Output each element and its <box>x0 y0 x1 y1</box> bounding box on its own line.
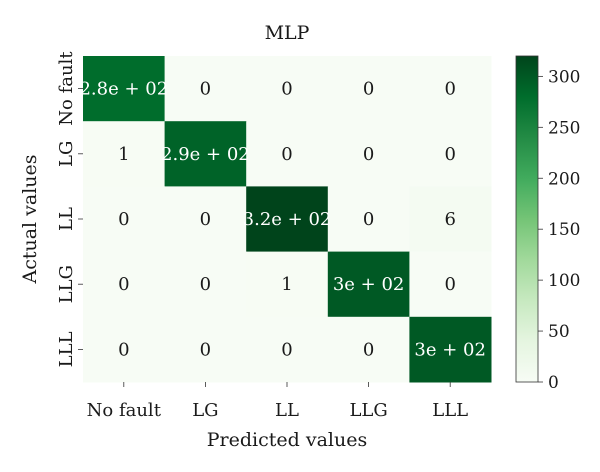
y-tick-label: LLL <box>56 331 77 367</box>
heatmap-cell <box>246 121 329 187</box>
cell-value-label: 0 <box>444 79 455 100</box>
heatmap-cell <box>327 56 410 122</box>
y-axis-ticks: No fault LG LL LLG LLL <box>56 51 83 367</box>
heatmap-cell <box>83 56 166 122</box>
colorbar-tick-label: 200 <box>548 169 580 189</box>
y-tick-label: No fault <box>56 51 77 126</box>
cell-value-label: 0 <box>363 339 374 360</box>
cell-value-label: 0 <box>200 274 211 295</box>
cell-value-label: 3.2e + 02 <box>243 209 332 230</box>
cell-value-label: 0 <box>200 209 211 230</box>
heatmap-cell-labels: 2.8e + 02 0 0 0 0 1 2.9e + 02 0 0 0 0 0 3.2e + 02 0 6 0… <box>79 79 486 361</box>
heatmap-cell <box>327 251 410 318</box>
cell-value-label: 6 <box>444 209 455 230</box>
y-tick-label: LG <box>56 141 77 167</box>
heatmap-cell <box>83 121 166 187</box>
colorbar-tick-label: 50 <box>548 322 570 342</box>
cell-value-label: 0 <box>363 144 374 165</box>
chart-title: MLP <box>265 22 310 44</box>
heatmap-cell <box>83 316 166 383</box>
cell-value-label: 0 <box>118 274 129 295</box>
cell-value-label: 0 <box>200 79 211 100</box>
heatmap-cell <box>164 186 247 253</box>
colorbar-tick-label: 100 <box>548 271 580 291</box>
cell-value-label: 0 <box>444 144 455 165</box>
cell-value-label: 0 <box>118 339 129 360</box>
x-tick-label: LLL <box>432 400 468 421</box>
colorbar-tick-label: 300 <box>548 67 580 87</box>
x-axis-label: Predicted values <box>207 429 367 451</box>
cell-value-label: 0 <box>281 79 292 100</box>
cell-value-label: 2.9e + 02 <box>161 144 250 165</box>
y-tick-label: LL <box>56 207 77 231</box>
colorbar-tick-label: 0 <box>548 373 559 393</box>
x-tick-label: LG <box>192 400 218 421</box>
colorbar-ticks: 0 50 100 150 200 250 300 <box>538 67 580 393</box>
heatmap-cell <box>246 251 329 318</box>
heatmap-cell <box>83 251 166 318</box>
heatmap-cell <box>164 251 247 318</box>
heatmap-cell <box>246 56 329 122</box>
cell-value-label: 0 <box>363 79 374 100</box>
heatmap-cell <box>409 121 492 187</box>
colorbar <box>515 55 539 383</box>
cell-value-label: 3e + 02 <box>333 274 405 295</box>
cell-value-label: 0 <box>363 209 374 230</box>
cell-value-label: 0 <box>281 339 292 360</box>
heatmap-cell <box>164 316 247 383</box>
cell-value-label: 0 <box>281 144 292 165</box>
y-tick-label: LLG <box>56 265 77 303</box>
colorbar-tick-label: 150 <box>548 220 580 240</box>
heatmap-cell <box>83 186 166 253</box>
cell-value-label: 3e + 02 <box>414 339 486 360</box>
heatmap-cell <box>246 316 329 383</box>
x-axis-ticks: No fault LG LL LLG LLL <box>87 382 468 421</box>
heatmap-cell <box>327 121 410 187</box>
y-axis-label: Actual values <box>19 154 41 284</box>
heatmap-cell <box>409 251 492 318</box>
heatmap-cell <box>164 56 247 122</box>
cell-value-label: 0 <box>118 209 129 230</box>
heatmap-cell <box>327 186 410 253</box>
cell-value-label: 0 <box>444 274 455 295</box>
cell-value-label: 2.8e + 02 <box>79 79 168 100</box>
cell-value-label: 1 <box>281 274 292 295</box>
heatmap-cell <box>409 186 492 253</box>
colorbar-tick-label: 250 <box>548 118 580 138</box>
heatmap-cell <box>164 121 247 187</box>
heatmap-cell <box>409 316 492 383</box>
x-tick-label: LLG <box>349 400 387 421</box>
cell-value-label: 1 <box>118 144 129 165</box>
heatmap-cell <box>246 186 329 253</box>
heatmap-cell <box>327 316 410 383</box>
x-tick-label: No fault <box>87 400 162 421</box>
cell-value-label: 0 <box>200 339 211 360</box>
heatmap-cells <box>83 56 492 383</box>
x-tick-label: LL <box>275 400 299 421</box>
heatmap-cell <box>409 56 492 122</box>
